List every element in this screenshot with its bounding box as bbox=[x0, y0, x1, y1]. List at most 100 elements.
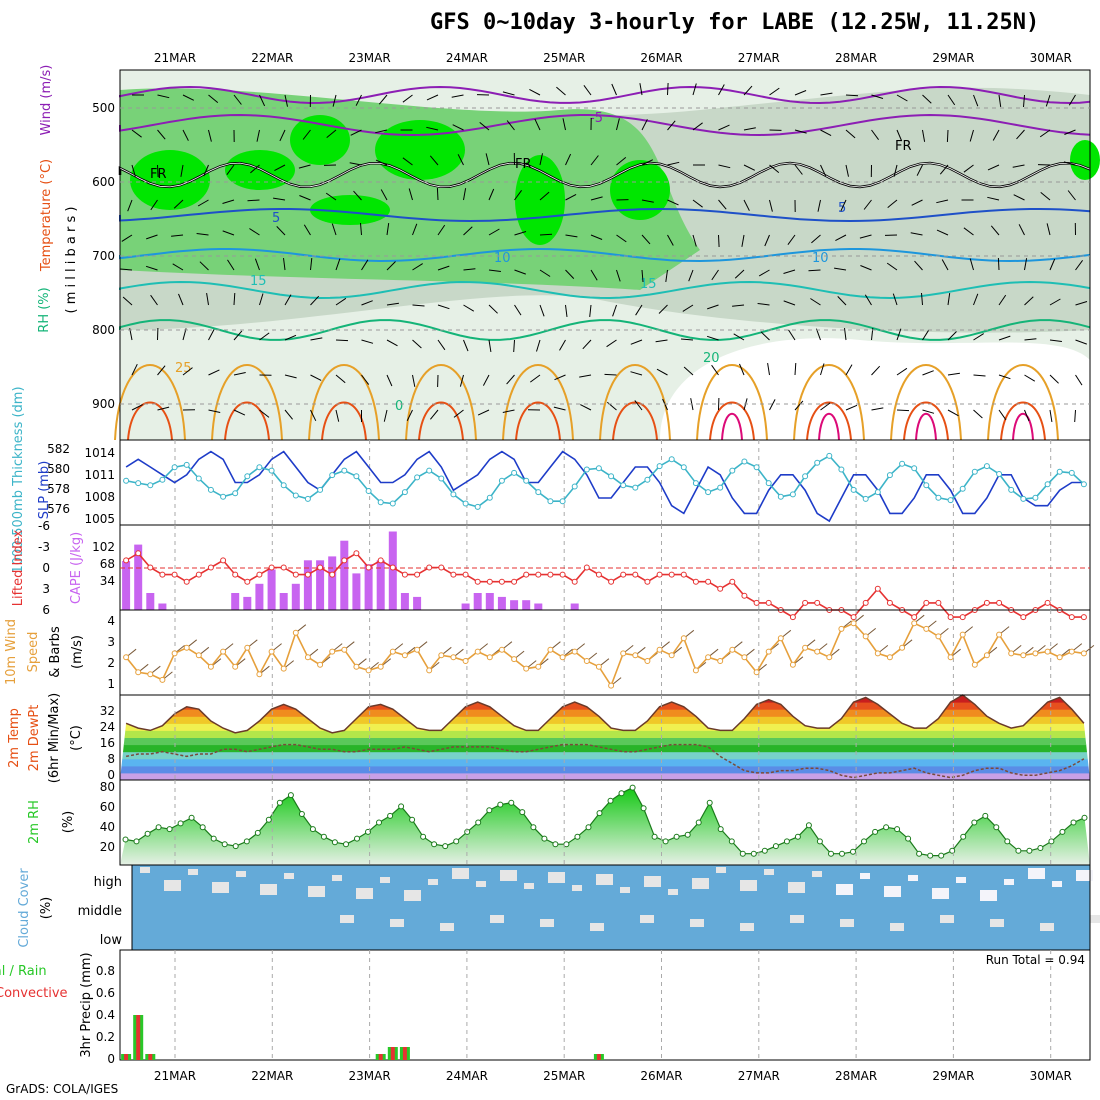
wind10-series-point bbox=[135, 669, 142, 676]
temp-contour-25 bbox=[890, 364, 962, 441]
wind-barb bbox=[303, 224, 311, 236]
wind-barb bbox=[331, 223, 337, 236]
wind-barb bbox=[361, 259, 369, 271]
thickness-series-point bbox=[220, 493, 227, 500]
lifted-index-series-point bbox=[365, 564, 372, 571]
wind-barb bbox=[739, 363, 745, 376]
cape-bar bbox=[291, 583, 300, 610]
rh2m-point bbox=[883, 824, 890, 831]
wind-barb bbox=[990, 225, 1000, 236]
wind-barb bbox=[707, 304, 719, 310]
thickness-series-point bbox=[438, 475, 445, 482]
wind-barb bbox=[426, 126, 439, 131]
slp-ytick: 1008 bbox=[84, 490, 115, 504]
wind-barb bbox=[922, 94, 932, 104]
wind10-series-point bbox=[1008, 650, 1015, 657]
wind-barb bbox=[667, 199, 679, 206]
precip-ytick: 0.2 bbox=[96, 1030, 115, 1044]
temp-contour-25 bbox=[211, 364, 283, 441]
wind-barb bbox=[259, 94, 266, 107]
wind-barb bbox=[335, 297, 347, 306]
wind-barb bbox=[386, 302, 399, 306]
cape-bar bbox=[267, 569, 276, 610]
ylabel-li: Lifted Index bbox=[11, 529, 26, 606]
rh2m-ytick: 20 bbox=[100, 840, 115, 854]
cloud-gap bbox=[476, 881, 486, 887]
cape-bar bbox=[376, 560, 385, 610]
thickness-series-point bbox=[971, 468, 978, 475]
date-label-top: 23MAR bbox=[349, 51, 391, 65]
wind-barb bbox=[859, 234, 872, 239]
li-ytick: 6 bbox=[42, 603, 50, 617]
wind10-series-point bbox=[814, 648, 821, 655]
thickness-series-point bbox=[244, 473, 251, 480]
wind-barb bbox=[892, 293, 898, 306]
lifted-index-series-point bbox=[304, 571, 311, 578]
wind10-series-point bbox=[304, 654, 311, 661]
wind-barb bbox=[206, 293, 209, 306]
rh2m-point bbox=[343, 841, 349, 848]
wind-barb bbox=[815, 328, 821, 341]
wind-barb bbox=[380, 189, 388, 201]
temp-contour-35 bbox=[915, 412, 937, 441]
wind-barb bbox=[783, 300, 796, 306]
temp-contour-30 bbox=[612, 401, 658, 441]
wind-barb bbox=[1075, 339, 1087, 345]
cloud-gap bbox=[1052, 881, 1062, 887]
temp2m-ytick: 16 bbox=[100, 736, 115, 750]
wind-barb bbox=[1018, 224, 1025, 236]
lifted-index-series-point bbox=[680, 571, 687, 578]
lifted-index-series-point bbox=[280, 564, 287, 571]
rh2m-point bbox=[938, 852, 945, 859]
wind-barb bbox=[896, 367, 908, 376]
wind10-series-point bbox=[959, 631, 966, 638]
wind-barb bbox=[375, 159, 388, 166]
wind-barb bbox=[845, 364, 853, 376]
cloud-gap bbox=[620, 887, 630, 893]
wind-barb bbox=[997, 257, 1000, 271]
thickness-series-point bbox=[850, 486, 857, 493]
cape-bar bbox=[413, 596, 422, 610]
temp-contour-35 bbox=[818, 412, 840, 441]
date-label-bottom: 29MAR bbox=[932, 1069, 974, 1083]
wind10-series-line bbox=[125, 622, 1085, 688]
wind-barb bbox=[682, 304, 694, 312]
temp-contour-30 bbox=[806, 401, 852, 441]
wind-barb bbox=[565, 193, 577, 201]
wind-barb bbox=[1024, 296, 1034, 306]
lifted-index-series-point bbox=[632, 571, 639, 578]
wind-barb bbox=[562, 118, 566, 131]
lifted-index-series-point bbox=[862, 599, 869, 606]
rh2m-point bbox=[387, 812, 394, 819]
rh2m-point bbox=[122, 836, 129, 843]
rh2m-point bbox=[872, 828, 879, 835]
date-label-bottom: 27MAR bbox=[738, 1069, 780, 1083]
precip-conv-bar bbox=[148, 1054, 153, 1060]
wind10-series-point bbox=[426, 667, 433, 674]
wind-barb bbox=[131, 363, 138, 376]
upper-ytick: 700 bbox=[92, 249, 115, 263]
rh2m-point bbox=[739, 850, 746, 857]
wind-barb bbox=[408, 188, 413, 201]
wind-barb bbox=[634, 400, 643, 411]
wind-barb bbox=[178, 293, 184, 306]
thickness-series-point bbox=[450, 491, 457, 498]
thickness-series-point bbox=[680, 464, 687, 471]
thickness-series-point bbox=[256, 464, 263, 471]
cloud-gap-mid bbox=[490, 915, 504, 923]
wind10-series-point bbox=[717, 658, 724, 664]
wind-barb bbox=[150, 199, 158, 211]
lifted-index-series-point bbox=[547, 571, 554, 578]
upper-ytick: 500 bbox=[92, 101, 115, 115]
rh2m-point bbox=[177, 820, 184, 827]
wind-barb bbox=[711, 269, 719, 281]
wind-barb bbox=[718, 124, 730, 131]
cloud-gap bbox=[308, 886, 325, 897]
wind10-series-point bbox=[244, 644, 251, 651]
lifted-index-series-point bbox=[692, 578, 699, 585]
cloud-gap bbox=[740, 880, 757, 891]
wind-barb bbox=[947, 331, 957, 341]
thickness-series-point bbox=[280, 482, 287, 489]
upper-ytick: 800 bbox=[92, 323, 115, 337]
wind-barb bbox=[127, 199, 133, 212]
